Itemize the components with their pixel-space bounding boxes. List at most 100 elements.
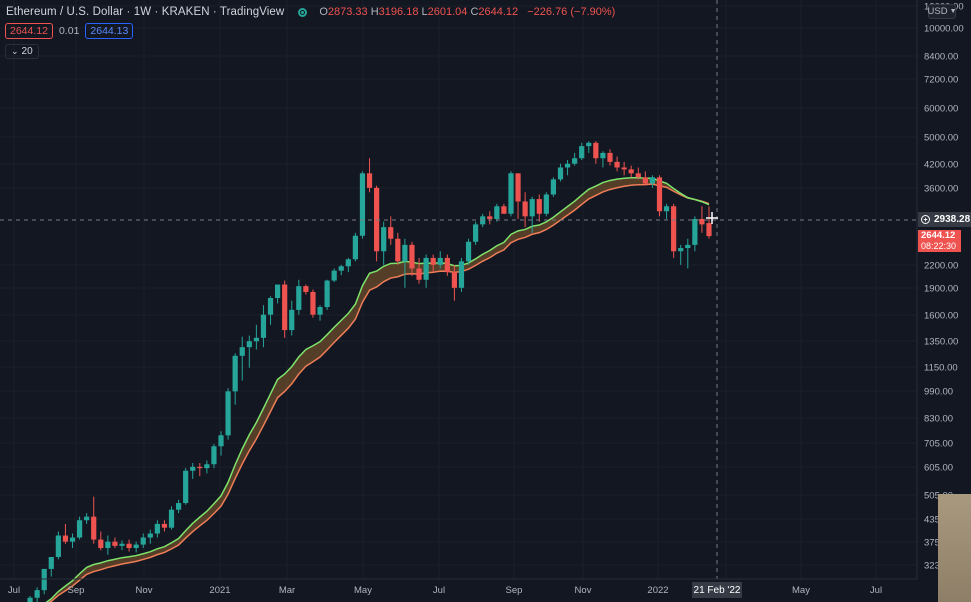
candle-body xyxy=(402,244,408,262)
ohlc-close-label: C xyxy=(470,6,479,18)
price-axis-label: 7200.00 xyxy=(924,75,958,86)
indicator-legend-toggle[interactable]: ⌄ 20 xyxy=(5,44,39,59)
candle-body xyxy=(529,199,535,217)
candle-body xyxy=(239,347,245,356)
candle-body xyxy=(183,470,189,504)
candle-body xyxy=(119,543,125,546)
candle-body xyxy=(232,355,238,392)
ohlc-open-label: O xyxy=(319,6,328,18)
candle-body xyxy=(331,270,337,281)
candle-body xyxy=(494,206,500,219)
crosshair xyxy=(0,0,917,579)
candle-body xyxy=(423,257,429,280)
price-axis-label: 705.00 xyxy=(924,439,953,450)
price-axis-label: 435 xyxy=(924,515,940,526)
candle-body xyxy=(388,227,394,239)
candle-body xyxy=(579,146,585,159)
candle-body xyxy=(395,238,401,262)
ma-ribbon-fill xyxy=(46,177,709,602)
candle-body xyxy=(34,590,40,598)
candle-body xyxy=(572,158,578,164)
ohlc-low: 2601.04 xyxy=(427,6,468,18)
ohlc-values: O2873.33 H3196.18 L2601.04 C2644.12 −226… xyxy=(319,6,615,18)
candle-body xyxy=(444,257,450,273)
candle-body xyxy=(564,163,571,168)
time-axis-label: 2022 xyxy=(647,585,668,596)
currency-label: USD xyxy=(927,6,948,17)
price-axis-label: 4200.00 xyxy=(924,160,958,171)
candle-body xyxy=(190,466,196,471)
candles-layer xyxy=(27,141,712,602)
candle-body xyxy=(204,464,210,469)
candle-body xyxy=(225,391,231,436)
candle-body xyxy=(48,556,54,569)
candle-body xyxy=(62,535,69,542)
candle-body xyxy=(147,533,153,538)
time-axis-label: May xyxy=(354,585,372,596)
crosshair-cursor-icon xyxy=(706,212,718,224)
bid-ask-row: 2644.12 0.01 2644.13 xyxy=(5,23,134,39)
candle-body xyxy=(98,539,104,549)
candle-body xyxy=(614,161,620,168)
candle-body xyxy=(557,167,564,180)
indicator-length: 20 xyxy=(21,46,33,57)
crosshair-price-value: 2938.28 xyxy=(934,214,971,225)
candle-body xyxy=(218,435,224,447)
candle-body xyxy=(260,314,267,338)
price-axis-label: 10000.00 xyxy=(924,24,964,35)
sell-button[interactable]: 2644.12 xyxy=(5,23,53,39)
time-axis-label: Sep xyxy=(506,585,523,596)
candle-body xyxy=(267,298,274,315)
candle-body xyxy=(586,142,592,147)
candle-body xyxy=(352,235,358,260)
candle-body xyxy=(451,272,458,288)
currency-button[interactable]: USD ▼ xyxy=(927,4,957,19)
candle-body xyxy=(465,241,472,262)
symbol-title[interactable]: Ethereum / U.S. Dollar · 1W · KRAKEN · T… xyxy=(6,6,285,18)
candle-body xyxy=(274,284,281,299)
price-axis-label: 990.00 xyxy=(924,387,953,398)
candle-body xyxy=(338,266,344,271)
candle-body xyxy=(282,284,288,331)
candle-body xyxy=(663,206,670,212)
candle-body xyxy=(473,224,479,242)
price-axis-bg xyxy=(917,0,971,579)
candle-body xyxy=(487,216,493,219)
candle-body xyxy=(635,173,641,178)
price-axis[interactable]: 12000.0010000.008400.007200.006000.00500… xyxy=(924,2,964,572)
price-axis-label: 1150.00 xyxy=(924,363,958,374)
candle-body xyxy=(515,173,521,202)
candle-body xyxy=(154,523,160,534)
candle-body xyxy=(112,541,118,546)
ma-ribbon xyxy=(45,176,710,602)
price-axis-label: 1900.00 xyxy=(924,284,958,295)
candle-body xyxy=(345,259,351,267)
time-axis[interactable]: Jul Sep Nov 2021 Mar May Jul Sep Nov 2022 May Jul xyxy=(8,585,882,596)
ma-slow-line xyxy=(48,183,710,602)
dropdown-caret-icon: ▼ xyxy=(949,8,957,15)
ohlc-change: −226.76 (−7.90%) xyxy=(527,6,616,18)
crosshair-price-label[interactable]: + 2938.28 xyxy=(918,212,971,227)
candle-body xyxy=(140,537,146,545)
candle-body xyxy=(600,152,606,159)
price-axis-label: 1350.00 xyxy=(924,337,958,348)
plus-icon[interactable]: + xyxy=(921,215,930,224)
candle-body xyxy=(642,177,648,184)
price-axis-label: 2200.00 xyxy=(924,261,958,272)
candle-body xyxy=(416,268,422,280)
price-axis-label: 1600.00 xyxy=(924,311,958,322)
buy-button[interactable]: 2644.13 xyxy=(85,23,134,39)
candle-body xyxy=(593,142,599,159)
price-axis-label: 3600.00 xyxy=(924,184,958,195)
candle-body xyxy=(692,218,698,245)
candle-body xyxy=(550,179,557,195)
price-axis-label: 830.00 xyxy=(924,414,953,425)
candle-body xyxy=(91,516,97,540)
candle-body xyxy=(607,152,613,162)
candle-body xyxy=(197,466,203,469)
spread-value: 0.01 xyxy=(58,25,80,37)
candle-body xyxy=(246,341,252,348)
ohlc-low-label: L xyxy=(421,6,428,18)
candle-body xyxy=(649,177,656,184)
